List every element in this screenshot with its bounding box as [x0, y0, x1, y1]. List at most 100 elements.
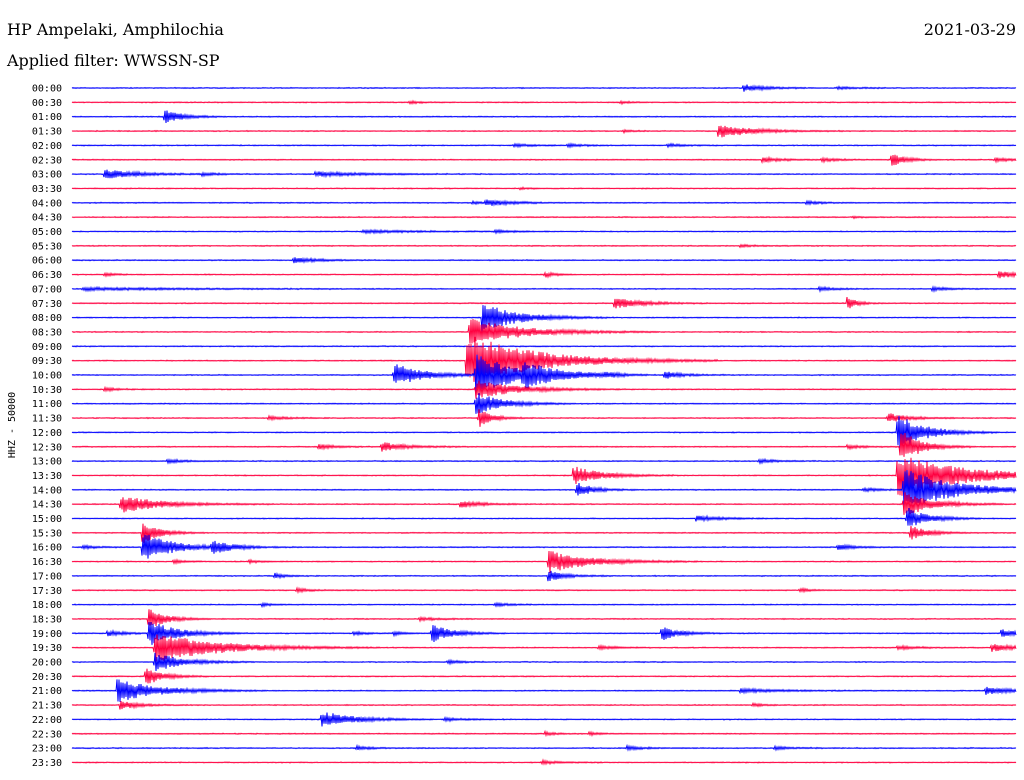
trace-0630 — [71, 270, 1017, 279]
tick-label: 10:30 — [32, 385, 62, 396]
station-name: HP Ampelaki, Amphilochia — [7, 20, 224, 39]
trace-0800 — [71, 305, 1017, 333]
tick-label: 11:00 — [32, 399, 62, 410]
trace-1000 — [71, 354, 1017, 397]
tick-label: 14:30 — [32, 500, 62, 511]
tick-label: 07:00 — [32, 284, 62, 295]
tick-label: 22:30 — [32, 729, 62, 740]
tick-label: 21:00 — [32, 686, 62, 697]
trace-1600 — [71, 534, 1017, 559]
tick-label: 14:00 — [32, 485, 62, 496]
tick-label: 21:30 — [32, 701, 62, 712]
trace-0400 — [71, 199, 1017, 207]
tick-label: 16:00 — [32, 543, 62, 554]
trace-0930 — [71, 336, 1017, 384]
tick-label: 20:00 — [32, 658, 62, 669]
record-date: 2021-03-29 — [923, 20, 1016, 39]
tick-label: 04:30 — [32, 213, 62, 224]
trace-1400 — [71, 470, 1017, 506]
tick-label: 13:30 — [32, 471, 62, 482]
trace-1430 — [71, 492, 1017, 515]
tick-label: 00:30 — [32, 98, 62, 109]
tick-label: 19:00 — [32, 629, 62, 640]
trace-1300 — [71, 457, 1017, 466]
trace-0700 — [71, 285, 1017, 293]
trace-1630 — [71, 550, 1017, 574]
trace-1100 — [71, 393, 1017, 414]
trace-2100 — [71, 679, 1017, 702]
trace-1830 — [71, 609, 1017, 627]
trace-0830 — [71, 318, 1017, 344]
tick-label: 05:30 — [32, 241, 62, 252]
trace-0430 — [71, 215, 1017, 220]
tick-label: 17:00 — [32, 571, 62, 582]
tick-label: 11:30 — [32, 414, 62, 425]
trace-2130 — [71, 701, 1017, 710]
tick-label: 23:30 — [32, 758, 62, 769]
trace-0500 — [71, 228, 1017, 235]
trace-1500 — [71, 507, 1017, 526]
trace-0300 — [71, 169, 1017, 179]
trace-0130 — [71, 125, 1017, 138]
tick-label: 07:30 — [32, 299, 62, 310]
trace-1930 — [71, 634, 1017, 662]
trace-2330 — [71, 758, 1017, 766]
tick-label: 06:30 — [32, 270, 62, 281]
trace-2000 — [71, 652, 1017, 672]
tick-label: 05:00 — [32, 227, 62, 238]
trace-0730 — [71, 297, 1017, 309]
trace-0230 — [71, 154, 1017, 166]
tick-label: 00:00 — [32, 84, 62, 95]
tick-label: 13:00 — [32, 457, 62, 468]
trace-0000 — [71, 84, 1017, 92]
tick-label: 01:00 — [32, 112, 62, 123]
tick-label: 12:00 — [32, 428, 62, 439]
trace-2030 — [71, 668, 1017, 684]
tick-label: 20:30 — [32, 672, 62, 683]
tick-label: 03:00 — [32, 170, 62, 181]
trace-0900 — [71, 344, 1017, 348]
trace-1800 — [71, 601, 1017, 609]
trace-0530 — [71, 243, 1017, 249]
tick-label: 15:00 — [32, 514, 62, 525]
tick-label: 09:00 — [32, 342, 62, 353]
tick-label: 01:30 — [32, 127, 62, 138]
tick-label: 23:00 — [32, 744, 62, 755]
trace-1900 — [71, 621, 1017, 645]
trace-1200 — [71, 415, 1017, 449]
tick-label: 06:00 — [32, 256, 62, 267]
trace-1230 — [71, 432, 1017, 457]
trace-0600 — [71, 256, 1017, 264]
trace-1730 — [71, 586, 1017, 595]
tick-label: 02:00 — [32, 141, 62, 152]
trace-2230 — [71, 729, 1017, 738]
tick-label: 19:30 — [32, 643, 62, 654]
tick-label: 22:00 — [32, 715, 62, 726]
tick-label-group: 00:00 00:30 01:00 01:30 02:00 02:30 03:00 03:30… — [32, 84, 62, 769]
trace-0030 — [71, 99, 1017, 106]
trace-group — [71, 84, 1017, 766]
trace-1030 — [71, 380, 1017, 399]
tick-label: 04:00 — [32, 198, 62, 209]
tick-label: 15:30 — [32, 528, 62, 539]
trace-1700 — [71, 570, 1017, 582]
tick-label: 10:00 — [32, 371, 62, 382]
tick-label: 08:30 — [32, 327, 62, 338]
tick-label: 03:30 — [32, 184, 62, 195]
y-axis-label: HHZ - 50000 — [7, 392, 18, 458]
trace-2300 — [71, 743, 1017, 752]
filter-label: Applied filter: WWSSN-SP — [7, 51, 220, 70]
tick-label: 12:30 — [32, 442, 62, 453]
trace-1530 — [71, 523, 1017, 543]
tick-label: 08:00 — [32, 313, 62, 324]
trace-0200 — [71, 142, 1017, 149]
trace-0330 — [71, 186, 1017, 191]
tick-label: 09:30 — [32, 356, 62, 367]
trace-1130 — [71, 409, 1017, 427]
trace-0100 — [71, 110, 1017, 123]
tick-label: 18:00 — [32, 600, 62, 611]
tick-label: 18:30 — [32, 614, 62, 625]
trace-2200 — [71, 712, 1017, 727]
tick-label: 16:30 — [32, 557, 62, 568]
